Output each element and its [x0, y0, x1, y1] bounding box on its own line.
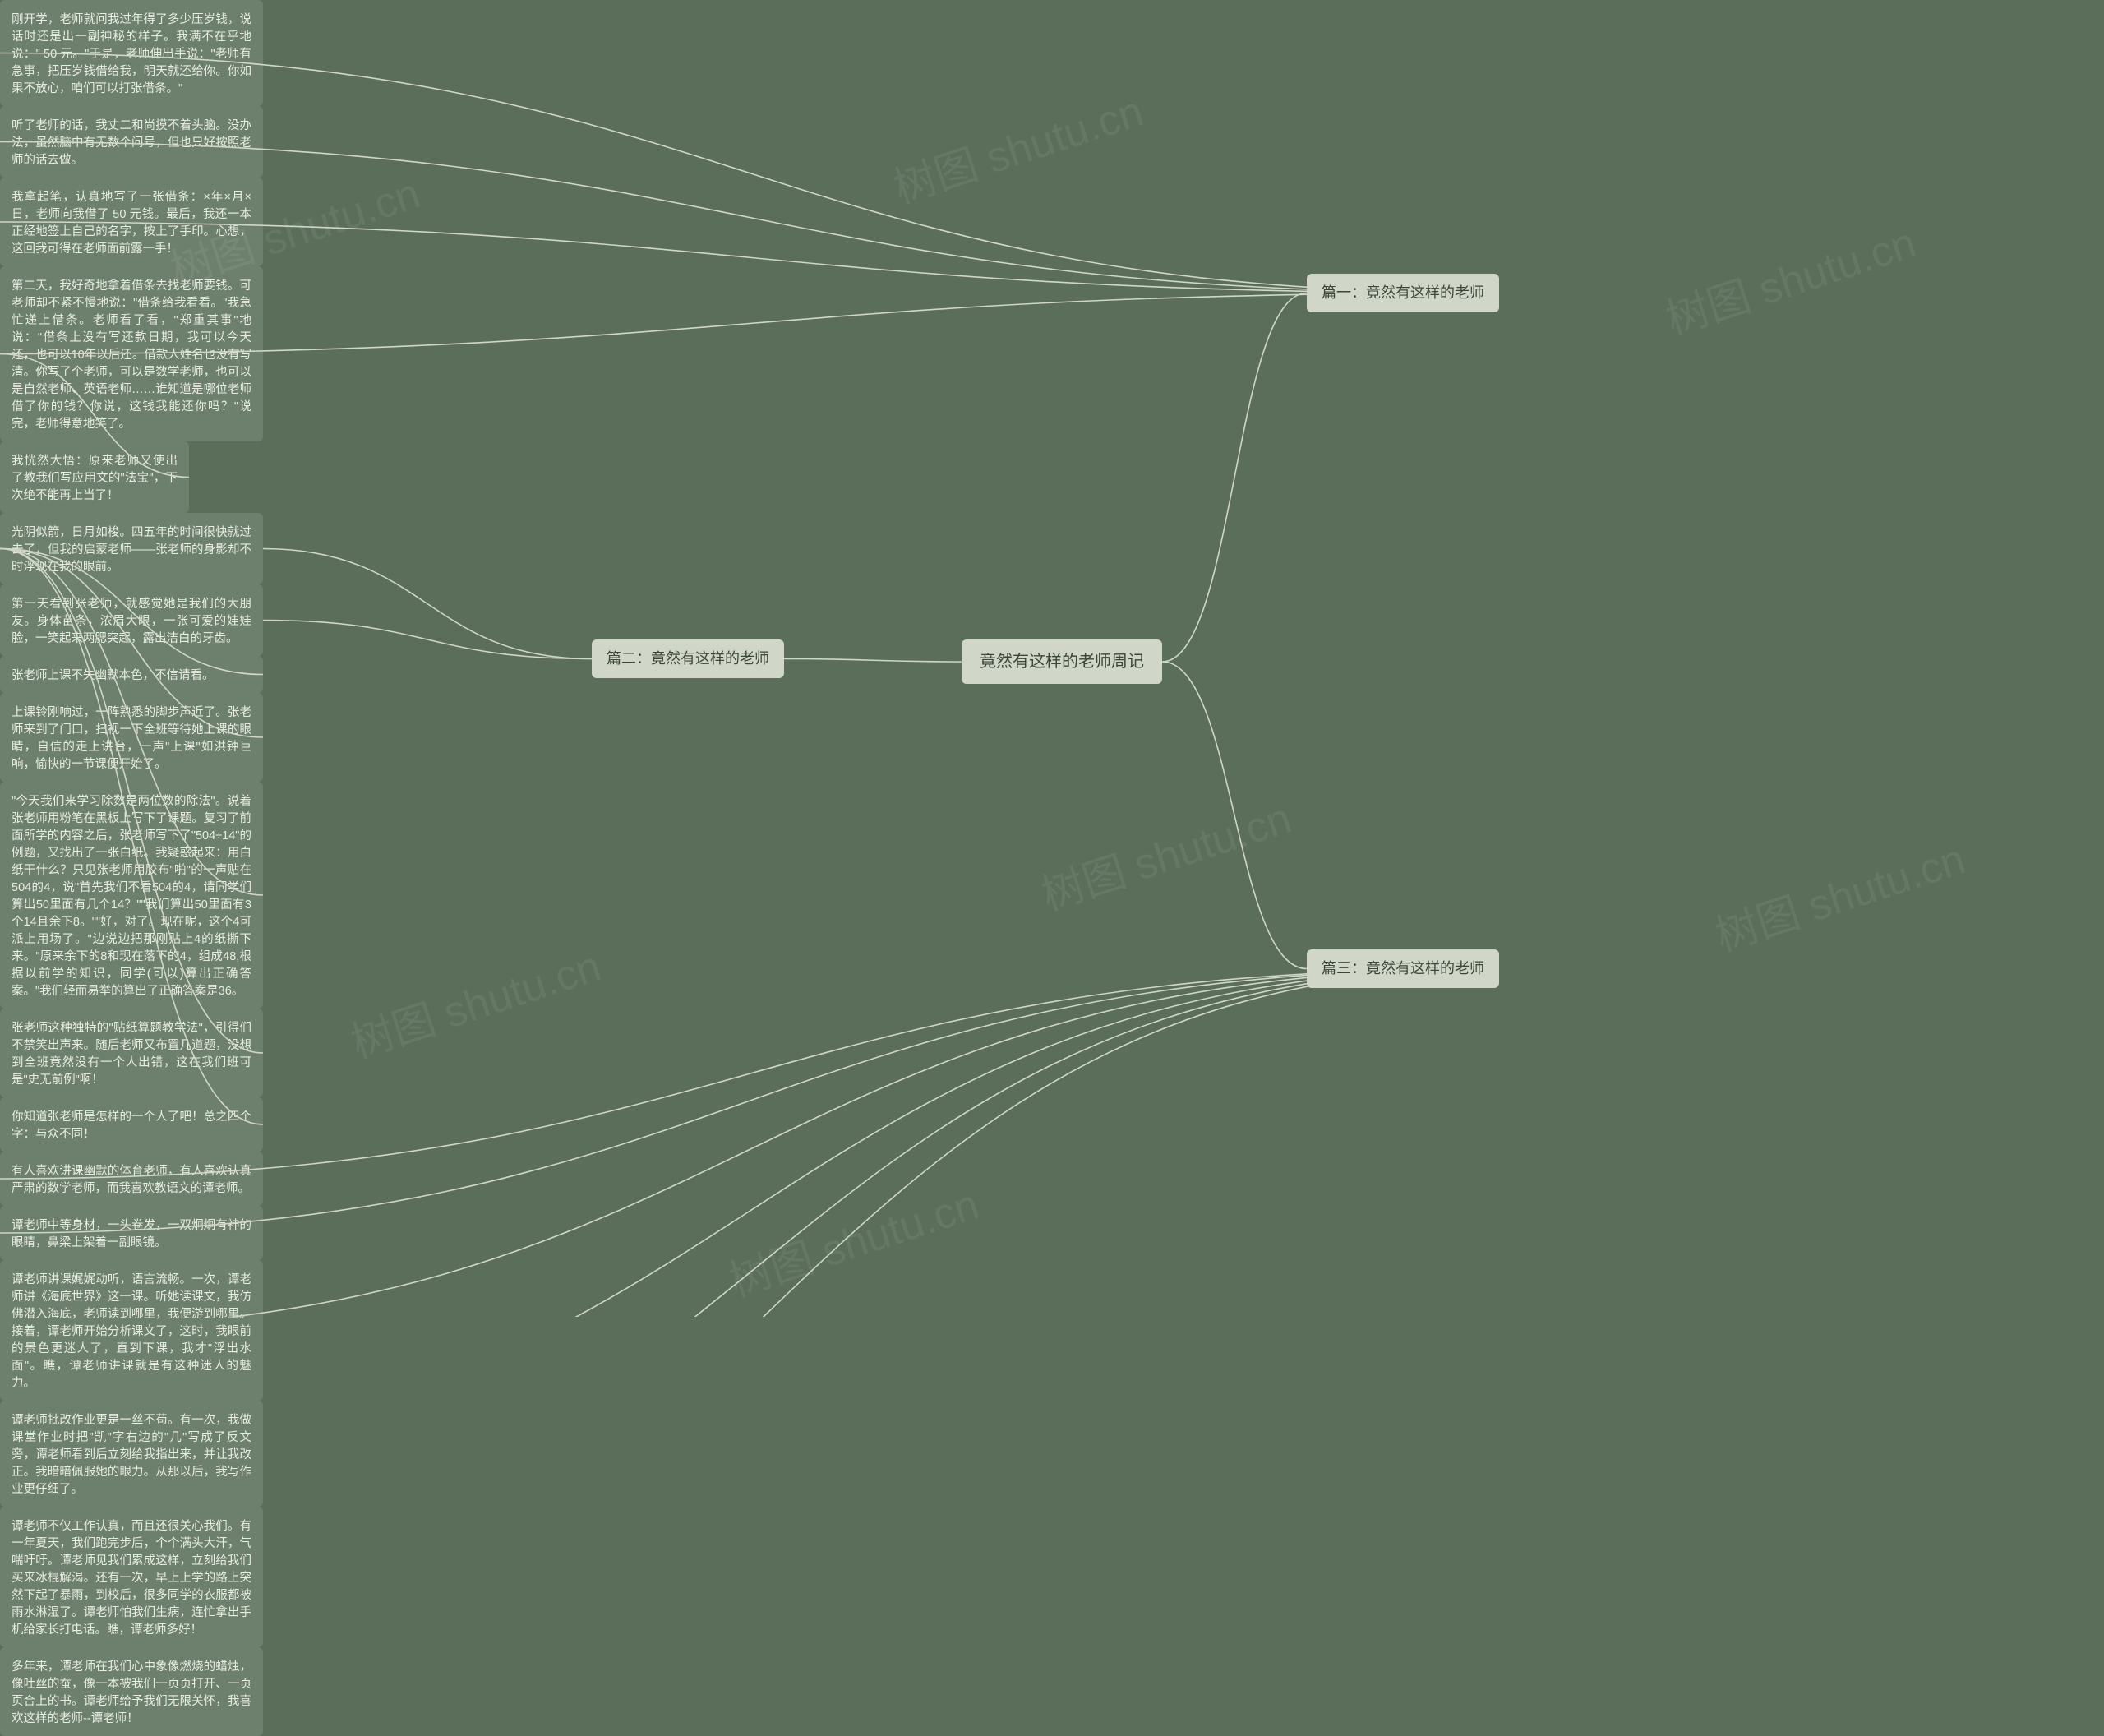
leaf-b3-4[interactable]: 谭老师批改作业更是一丝不苟。有一次，我做课堂作业时把"凯"字右边的"几"写成了反…	[0, 1401, 263, 1507]
leaf-b3-3[interactable]: 谭老师讲课娓娓动听，语言流畅。一次，谭老师讲《海底世界》这一课。听她读课文，我仿…	[0, 1260, 263, 1401]
leaf-b1-4[interactable]: 第二天，我好奇地拿着借条去找老师要钱。可老师却不紧不慢地说："借条给我看看。"我…	[0, 266, 263, 441]
watermark: 树图 shutu.cn	[884, 76, 1150, 215]
leaf-b1-2[interactable]: 听了老师的话，我丈二和尚摸不着头脑。没办法，虽然脑中有无数个问号，但也只好按照老…	[0, 106, 263, 178]
branch-1[interactable]: 篇一：竟然有这样的老师	[1307, 274, 1499, 312]
leaf-b1-4a[interactable]: 我恍然大悟：原来老师又使出了教我们写应用文的"法宝"，下次绝不能再上当了！	[0, 441, 189, 513]
branch-3[interactable]: 篇三：竟然有这样的老师	[1307, 949, 1499, 988]
leaf-b1-3[interactable]: 我拿起笔，认真地写了一张借条：×年×月×日，老师向我借了 50 元钱。最后，我还…	[0, 178, 263, 266]
leaf-b3-6[interactable]: 多年来，谭老师在我们心中象像燃烧的蜡烛，像吐丝的蚕，像一本被我们一页页打开、一页…	[0, 1647, 263, 1736]
leaf-b2-2[interactable]: 第一天看到张老师，就感觉她是我们的大朋友。身体苗条，浓眉大眼，一张可爱的娃娃脸，…	[0, 584, 263, 656]
branch-2[interactable]: 篇二：竟然有这样的老师	[592, 639, 784, 678]
leaf-b3-2[interactable]: 谭老师中等身材，一头卷发，一双炯炯有神的眼睛，鼻梁上架着一副眼镜。	[0, 1206, 263, 1260]
watermark: 树图 shutu.cn	[720, 1170, 985, 1309]
leaf-b1-1[interactable]: 刚开学，老师就问我过年得了多少压岁钱，说话时还是出一副神秘的样子。我满不在乎地说…	[0, 0, 263, 106]
leaf-b2-1[interactable]: 光阴似箭，日月如梭。四五年的时间很快就过去了，但我的启蒙老师——张老师的身影却不…	[0, 513, 263, 584]
watermark: 树图 shutu.cn	[1706, 824, 1972, 963]
watermark: 树图 shutu.cn	[1032, 783, 1298, 922]
leaf-b2-1b[interactable]: 上课铃刚响过，一阵熟悉的脚步声近了。张老师来到了门口，扫视一下全班等待她上课的眼…	[0, 693, 263, 782]
leaf-b3-1[interactable]: 有人喜欢讲课幽默的体育老师，有人喜欢认真严肃的数学老师，而我喜欢教语文的谭老师。	[0, 1152, 263, 1206]
leaf-b3-5[interactable]: 谭老师不仅工作认真，而且还很关心我们。有一年夏天，我们跑完步后，个个满头大汗，气…	[0, 1507, 263, 1647]
watermark: 树图 shutu.cn	[1657, 208, 1922, 347]
watermark: 树图 shutu.cn	[342, 931, 607, 1070]
leaf-b2-1c[interactable]: "今天我们来学习除数是两位数的除法"。说着张老师用粉笔在黑板上写下了课题。复习了…	[0, 782, 263, 1009]
leaf-b2-1e[interactable]: 你知道张老师是怎样的一个人了吧！总之四个字：与众不同！	[0, 1097, 263, 1152]
mindmap-root[interactable]: 竟然有这样的老师周记	[962, 639, 1162, 684]
leaf-b2-1a[interactable]: 张老师上课不失幽默本色，不信请看。	[0, 656, 263, 693]
leaf-b2-1d[interactable]: 张老师这种独特的"贴纸算题教学法"，引得们不禁笑出声来。随后老师又布置几道题，没…	[0, 1009, 263, 1097]
